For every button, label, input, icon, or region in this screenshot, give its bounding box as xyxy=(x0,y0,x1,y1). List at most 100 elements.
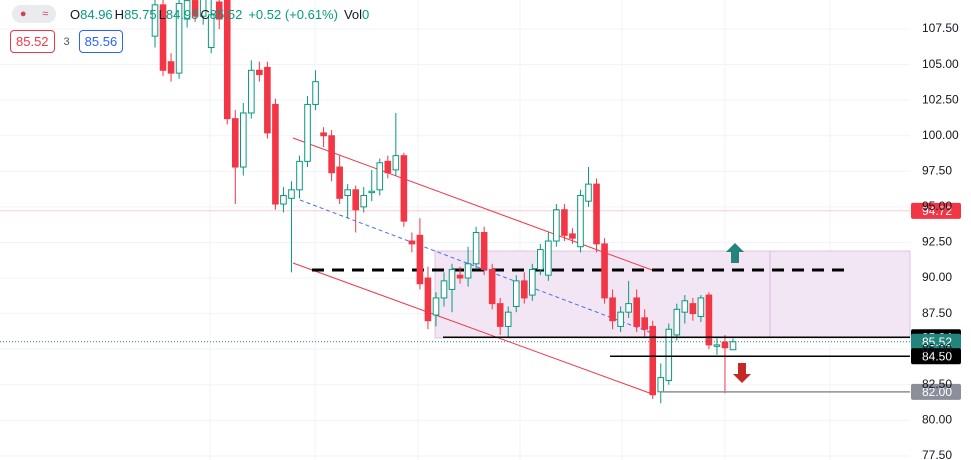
candle-body xyxy=(159,4,167,71)
candle-body xyxy=(633,297,640,327)
price-label-bg xyxy=(911,333,961,350)
candle-body xyxy=(681,300,689,313)
candle-body xyxy=(183,0,191,20)
candle-body xyxy=(288,189,295,199)
price-label: 94.72 xyxy=(922,204,952,218)
time-grid xyxy=(209,0,831,460)
candle-body xyxy=(512,280,520,307)
ohlc-key: C xyxy=(200,6,210,22)
candle-body xyxy=(336,166,343,199)
candle-body xyxy=(480,231,488,270)
sell-button[interactable]: 85.52 xyxy=(10,30,55,53)
y-tick-label: 102.50 xyxy=(922,92,959,106)
candle-body xyxy=(240,112,247,168)
candle-body xyxy=(191,0,199,17)
candle-body xyxy=(304,103,311,162)
candle-body xyxy=(472,231,480,265)
candle-body xyxy=(649,325,657,396)
candle-body xyxy=(697,297,705,317)
y-tick-label: 87.50 xyxy=(922,306,952,320)
candle-body xyxy=(312,81,319,105)
candle-body xyxy=(368,190,376,194)
y-tick-label: 92.50 xyxy=(922,235,952,249)
y-tick-label: 85.00 xyxy=(922,341,952,355)
y-tick-label: 90.00 xyxy=(922,270,952,284)
candle-body xyxy=(151,4,159,37)
candle-body xyxy=(344,189,351,196)
buy-button[interactable]: 85.56 xyxy=(78,30,124,53)
candle-body xyxy=(223,0,231,120)
candle-body xyxy=(464,263,472,279)
candle-body xyxy=(488,268,496,305)
candle-body xyxy=(199,0,207,17)
candle-body xyxy=(175,2,183,74)
y-tick-label: 77.50 xyxy=(922,448,952,460)
arrow-down xyxy=(733,363,751,383)
candle-body xyxy=(721,341,729,349)
candle-body xyxy=(504,311,512,327)
candle-body xyxy=(577,194,584,248)
candle-body xyxy=(400,155,408,222)
candle-body xyxy=(432,297,440,316)
price-label: 85.52 xyxy=(922,335,952,349)
price-label-bg xyxy=(911,348,961,365)
candle-body xyxy=(360,194,368,208)
ohlc-key: L xyxy=(158,6,166,22)
price-label: 84.50 xyxy=(922,349,952,363)
y-tick-label: 97.50 xyxy=(922,163,952,177)
candle-body xyxy=(328,135,335,174)
legend-header: ● ≈ O 84.96 H 85.75 L 84.93 C 85.52 +0.52 (+0.61%… xyxy=(12,5,371,23)
candle-body xyxy=(440,280,448,299)
candle-body xyxy=(231,118,239,168)
trade-panel: 85.52 3 85.56 xyxy=(10,30,124,53)
candle-body xyxy=(416,234,424,285)
change: +0.52 (+0.61%) xyxy=(248,6,338,22)
y-tick-label: 80.00 xyxy=(922,412,952,426)
volume-key: Vol xyxy=(343,6,363,22)
candle-body xyxy=(392,155,400,171)
y-tick-label: 107.50 xyxy=(922,21,959,35)
y-tick-label: 100.00 xyxy=(922,128,959,142)
candle-body xyxy=(625,303,632,313)
ohlc-value: 84.96 xyxy=(80,6,113,22)
arrow-up xyxy=(726,243,744,263)
candle-body xyxy=(256,69,263,76)
candle-body xyxy=(713,344,721,347)
y-tick-label: 82.50 xyxy=(922,377,952,391)
candle-body xyxy=(248,69,255,114)
candle-body xyxy=(376,162,384,191)
price-label-bg xyxy=(911,202,961,219)
candle-body xyxy=(272,103,279,205)
candle-body xyxy=(641,317,648,330)
candle-body xyxy=(384,160,392,174)
candle-body xyxy=(520,280,528,299)
candle-body xyxy=(264,66,271,134)
price-label-bg xyxy=(911,383,961,400)
candle-body xyxy=(320,132,327,137)
toggle[interactable]: ● ≈ xyxy=(12,5,56,23)
candle-body xyxy=(585,183,592,202)
candle-body xyxy=(609,297,616,322)
candle-body xyxy=(569,233,576,239)
ohlc-value: 84.93 xyxy=(165,6,199,22)
y-tick-label: 105.00 xyxy=(922,57,959,71)
candle-body xyxy=(167,61,175,74)
quantity: 3 xyxy=(63,35,70,48)
ohlc-key: H xyxy=(114,6,125,22)
ohlc-key: O xyxy=(70,6,81,22)
price-label: 82.00 xyxy=(922,385,952,399)
candle-body xyxy=(729,341,737,351)
candle-body xyxy=(448,268,456,290)
candle-body xyxy=(456,274,464,279)
candle-body xyxy=(705,294,713,346)
ohlc-value: 85.52 xyxy=(209,6,243,22)
ohlc-value: 85.75 xyxy=(124,6,157,22)
candle-body xyxy=(593,183,600,245)
candle-body xyxy=(280,194,287,205)
candle-body xyxy=(537,249,544,270)
candle-body xyxy=(215,1,223,20)
channel-lower xyxy=(292,262,656,396)
